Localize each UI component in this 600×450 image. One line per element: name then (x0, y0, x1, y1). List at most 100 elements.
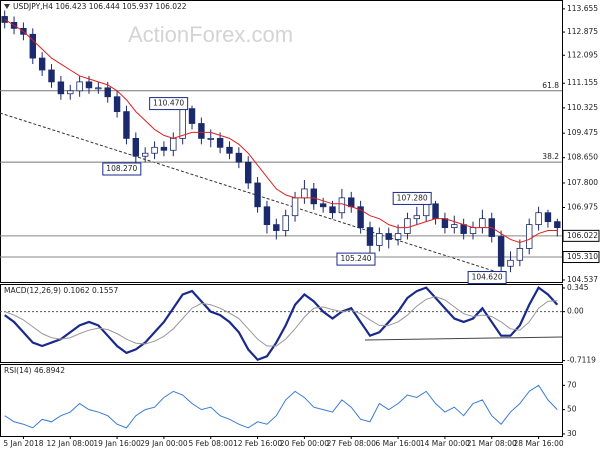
rsi-frame (0, 364, 563, 437)
annotation-box (392, 191, 432, 205)
x-tick-label: 19 Jan 16:00 (93, 439, 141, 448)
macd-frame (0, 284, 563, 363)
y-tick-label: 50 (567, 405, 577, 414)
candle-body (319, 203, 327, 208)
x-tick-label: 5 Feb 08:00 (189, 439, 234, 448)
candle-body (404, 218, 411, 234)
candle-body (113, 96, 121, 113)
y-tick-label: 113.655 (567, 4, 598, 13)
y-tick-label: 112.875 (567, 27, 598, 36)
candle-body (235, 152, 243, 163)
candle-body (48, 69, 55, 83)
candle-body (291, 197, 299, 217)
x-tick-label: 29 Jan 00:00 (140, 439, 188, 448)
candle-body (132, 137, 140, 157)
candle-body (170, 137, 177, 151)
annotation-box (149, 97, 189, 111)
candle-body (301, 188, 308, 199)
candle-body (263, 206, 271, 226)
annotation-label: 107.280 (397, 193, 428, 202)
y-tick-label: 111.155 (567, 78, 598, 87)
y-tick-label: 30 (567, 429, 577, 438)
x-tick-label: 21 Mar 08:00 (467, 439, 517, 448)
candle-body (357, 206, 364, 228)
annotation-box (336, 252, 376, 266)
candle-body (366, 227, 374, 246)
menu-icon (4, 4, 10, 9)
candle-body (188, 108, 196, 124)
candle-body (385, 233, 392, 240)
candle-body (273, 224, 280, 231)
annotation-label: 105.240 (340, 254, 371, 263)
annotation-label: 110.470 (153, 99, 184, 108)
candle-body (338, 197, 346, 214)
candle-body (526, 224, 533, 249)
price-box (562, 251, 600, 264)
candle-body (497, 236, 505, 267)
y-tick-label: 108.650 (567, 153, 598, 162)
x-tick-label: 14 Mar 00:00 (420, 439, 470, 448)
candle-body (394, 233, 402, 240)
macd-support-line (364, 336, 563, 341)
candle-body (441, 218, 449, 228)
y-tick-label: 107.800 (567, 178, 598, 187)
candle-body (57, 81, 65, 95)
annotation-label: 104.620 (472, 273, 503, 282)
candle-body (160, 146, 168, 151)
annotation-box (102, 162, 142, 176)
candle-body (282, 215, 289, 231)
price-box (562, 229, 600, 242)
candle-body (460, 224, 467, 234)
x-tick-label: 12 Jan 08:00 (47, 439, 95, 448)
candle-body (516, 247, 524, 261)
candle-body (151, 146, 158, 154)
y-tick-label: 109.475 (567, 128, 598, 137)
x-tick-label: 28 Mar 16:00 (514, 439, 564, 448)
candle-body (329, 206, 336, 214)
candle-body (376, 233, 383, 246)
candle-body (245, 161, 252, 184)
x-tick-label: 20 Feb 00:00 (280, 439, 329, 448)
candle-body (226, 146, 233, 154)
candle-body (422, 203, 430, 217)
y-tick-label: 106.975 (567, 203, 598, 212)
y-tick-label: 112.095 (567, 50, 598, 59)
candle-body (432, 203, 439, 220)
indicator-line (4, 285, 559, 362)
candle-body (413, 215, 421, 220)
candle-body (544, 212, 552, 223)
indicator-line (4, 384, 558, 429)
candle-body (310, 188, 317, 205)
candle-body (67, 90, 74, 95)
candle-body (104, 87, 111, 98)
fib-label: 61.8 (542, 81, 559, 90)
candle-body (348, 197, 355, 208)
x-tick-label: 6 Mar 16:00 (375, 439, 421, 448)
candle-body (535, 212, 542, 226)
rsi-title: RSI(14) 46.8942 (4, 366, 65, 375)
candle-body (76, 81, 83, 92)
x-tick-label: 12 Feb 16:00 (233, 439, 282, 448)
candle-body (179, 108, 186, 139)
price-box-label: 105.310 (567, 252, 598, 261)
candle-body (469, 227, 477, 234)
x-tick-label: 5 Jan 2018 (3, 439, 43, 448)
x-tick-label: 27 Feb 08:00 (327, 439, 376, 448)
candle-body (254, 182, 261, 208)
moving-average (4, 19, 558, 243)
candle-body (95, 87, 102, 90)
candle-body (123, 111, 130, 139)
candle-body (85, 81, 93, 89)
candle-body (507, 259, 514, 267)
y-tick-label: -0.7119 (567, 356, 596, 365)
y-tick-label: 70 (567, 380, 577, 389)
candle-body (141, 152, 149, 157)
annotation-box (467, 271, 507, 285)
annotation-label: 108.270 (106, 164, 137, 173)
price-box-label: 106.022 (567, 231, 598, 240)
candle-body (198, 123, 205, 139)
y-tick-label: 110.325 (567, 103, 598, 112)
trend-line (0, 112, 501, 274)
